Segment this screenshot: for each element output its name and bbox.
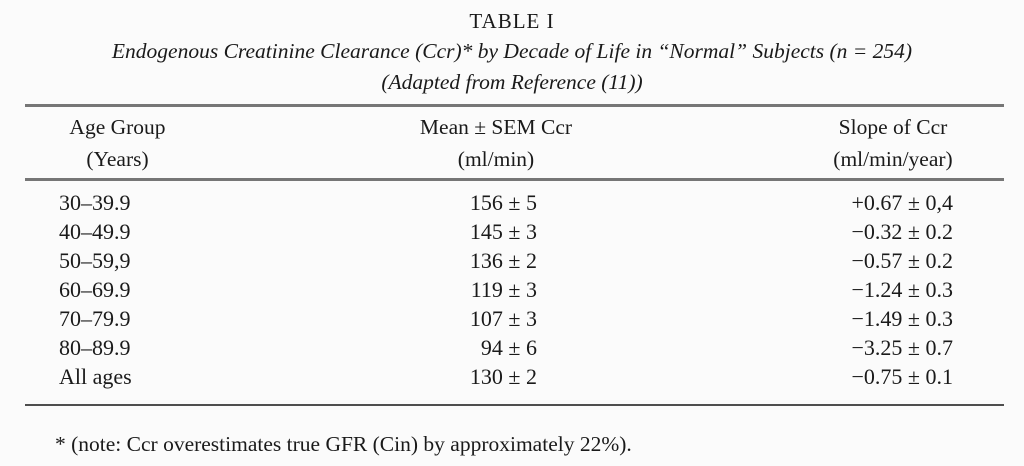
slope-cell: −1.49 ± 0.3	[851, 306, 953, 331]
table-row: All ages 130 ± 2 −0.75 ± 0.1	[25, 362, 1004, 391]
slope-cell: −1.24 ± 0.3	[851, 277, 953, 302]
table-title-block: TABLE I Endogenous Creatinine Clearance …	[0, 0, 1024, 98]
age-group-cell: All ages	[59, 364, 132, 389]
header-age-group: Age Group (Years)	[25, 111, 210, 175]
slope-cell: +0.67 ± 0,4	[851, 190, 953, 215]
table-row: 40–49.9 145 ± 3 −0.32 ± 0.2	[25, 217, 1004, 246]
table-body: 30–39.9 156 ± 5 +0.67 ± 0,4 40–49.9 145 …	[25, 181, 1004, 404]
header-mean-sem-line1: Mean ± SEM Ccr	[419, 115, 573, 139]
header-age-group-line1: Age Group	[69, 115, 166, 139]
table-caption-line-2: (Adapted from Reference (11))	[381, 70, 643, 94]
header-rule	[25, 178, 1004, 181]
table-label: TABLE I	[469, 9, 555, 33]
age-group-cell: 80–89.9	[59, 335, 131, 360]
slope-cell: −0.57 ± 0.2	[851, 248, 953, 273]
table-row: 70–79.9 107 ± 3 −1.49 ± 0.3	[25, 304, 1004, 333]
top-rule	[25, 104, 1004, 107]
header-slope: Slope of Ccr (ml/min/year)	[782, 111, 1004, 175]
mean-ccr-cell: 136 ± 2	[469, 248, 537, 273]
slope-cell: −3.25 ± 0.7	[851, 335, 953, 360]
mean-ccr-cell: 119 ± 3	[470, 277, 537, 302]
header-slope-line1: Slope of Ccr	[838, 115, 948, 139]
header-age-group-line2: (Years)	[86, 147, 149, 171]
age-group-cell: 70–79.9	[59, 306, 131, 331]
table-row: 30–39.9 156 ± 5 +0.67 ± 0,4	[25, 188, 1004, 217]
age-group-cell: 40–49.9	[59, 219, 131, 244]
table-row: 50–59,9 136 ± 2 −0.57 ± 0.2	[25, 246, 1004, 275]
header-mean-sem: Mean ± SEM Ccr (ml/min)	[210, 111, 782, 175]
header-mean-sem-line2: (ml/min)	[457, 147, 535, 171]
mean-ccr-cell: 156 ± 5	[469, 190, 537, 215]
table-footnote: * (note: Ccr overestimates true GFR (Cin…	[55, 432, 632, 456]
table-row: 60–69.9 119 ± 3 −1.24 ± 0.3	[25, 275, 1004, 304]
table-header-row: Age Group (Years) Mean ± SEM Ccr (ml/min…	[25, 107, 1004, 178]
age-group-cell: 50–59,9	[59, 248, 131, 273]
bottom-rule	[25, 404, 1004, 406]
slope-cell: −0.75 ± 0.1	[851, 364, 953, 389]
data-table: Age Group (Years) Mean ± SEM Ccr (ml/min…	[25, 104, 1004, 406]
mean-ccr-cell: 145 ± 3	[469, 219, 537, 244]
header-slope-line2: (ml/min/year)	[833, 147, 953, 171]
table-caption-line-1: Endogenous Creatinine Clearance (Ccr)* b…	[111, 39, 913, 63]
age-group-cell: 60–69.9	[59, 277, 131, 302]
mean-ccr-cell: 107 ± 3	[469, 306, 537, 331]
mean-ccr-cell: 94 ± 6	[480, 335, 537, 360]
mean-ccr-cell: 130 ± 2	[469, 364, 537, 389]
age-group-cell: 30–39.9	[59, 190, 131, 215]
table-row: 80–89.9 94 ± 6 −3.25 ± 0.7	[25, 333, 1004, 362]
slope-cell: −0.32 ± 0.2	[851, 219, 953, 244]
